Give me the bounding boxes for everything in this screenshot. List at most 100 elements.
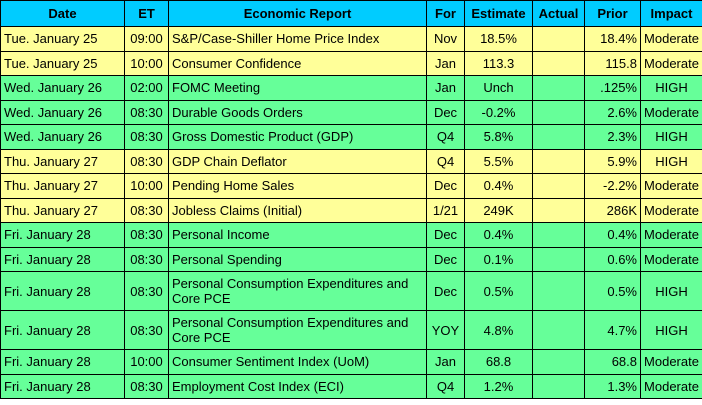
period-cell: Dec — [426, 222, 465, 248]
period-cell: Jan — [426, 50, 465, 76]
report-cell: Personal Consumption Expenditures and Co… — [168, 271, 427, 311]
header-estimate: Estimate — [464, 0, 533, 27]
estimate-cell: 0.4% — [464, 173, 533, 199]
estimate-cell: 0.4% — [464, 222, 533, 248]
actual-cell — [532, 349, 585, 375]
period-cell: Jan — [426, 349, 465, 375]
table-row: Wed. January 26 08:30 Durable Goods Orders… — [0, 99, 702, 125]
table-row: Thu. January 27 08:30 Jobless Claims (Init… — [0, 197, 702, 223]
prior-cell: 68.8 — [584, 349, 641, 375]
estimate-cell: 4.8% — [464, 310, 533, 350]
prior-cell: 286K — [584, 197, 641, 223]
actual-cell — [532, 124, 585, 150]
report-cell: Employment Cost Index (ECI) — [168, 373, 427, 399]
actual-cell — [532, 173, 585, 199]
impact-cell: Moderate — [640, 173, 702, 199]
estimate-cell: 18.5% — [464, 26, 533, 52]
report-cell: GDP Chain Deflator — [168, 148, 427, 174]
table-row: Wed. January 26 08:30 Gross Domestic Produ… — [0, 124, 702, 150]
prior-cell: .125% — [584, 75, 641, 101]
prior-cell: 5.9% — [584, 148, 641, 174]
report-cell: Gross Domestic Product (GDP) — [168, 124, 427, 150]
table-row: Fri. January 28 08:30 Personal Income Dec 0.… — [0, 222, 702, 248]
period-cell: Q4 — [426, 373, 465, 399]
time-cell: 08:30 — [124, 222, 169, 248]
date-cell: Thu. January 27 — [0, 148, 125, 174]
time-cell: 08:30 — [124, 124, 169, 150]
table-row: Fri. January 28 10:00 Consumer Sentiment I… — [0, 349, 702, 375]
header-impact: Impact — [640, 0, 702, 27]
header-date: Date — [0, 0, 125, 27]
table-row: Tue. January 25 09:00 S&P/Case-Shiller Hom… — [0, 26, 702, 52]
actual-cell — [532, 75, 585, 101]
date-cell: Tue. January 25 — [0, 26, 125, 52]
report-cell: Pending Home Sales — [168, 173, 427, 199]
report-cell: Jobless Claims (Initial) — [168, 197, 427, 223]
date-cell: Fri. January 28 — [0, 222, 125, 248]
time-cell: 10:00 — [124, 173, 169, 199]
impact-cell: HIGH — [640, 271, 702, 311]
date-cell: Thu. January 27 — [0, 197, 125, 223]
report-cell: Personal Income — [168, 222, 427, 248]
estimate-cell: 0.5% — [464, 271, 533, 311]
estimate-cell: 5.5% — [464, 148, 533, 174]
report-cell: FOMC Meeting — [168, 75, 427, 101]
report-cell: Consumer Confidence — [168, 50, 427, 76]
actual-cell — [532, 26, 585, 52]
report-cell: Consumer Sentiment Index (UoM) — [168, 349, 427, 375]
estimate-cell: 249K — [464, 197, 533, 223]
table-row: Thu. January 27 08:30 GDP Chain Deflator Q4… — [0, 148, 702, 174]
date-cell: Wed. January 26 — [0, 99, 125, 125]
impact-cell: Moderate — [640, 222, 702, 248]
time-cell: 10:00 — [124, 349, 169, 375]
impact-cell: HIGH — [640, 124, 702, 150]
time-cell: 08:30 — [124, 148, 169, 174]
time-cell: 02:00 — [124, 75, 169, 101]
estimate-cell: 5.8% — [464, 124, 533, 150]
actual-cell — [532, 148, 585, 174]
actual-cell — [532, 310, 585, 350]
prior-cell: 18.4% — [584, 26, 641, 52]
impact-cell: Moderate — [640, 373, 702, 399]
report-cell: Personal Spending — [168, 246, 427, 272]
period-cell: Dec — [426, 271, 465, 311]
header-et: ET — [124, 0, 169, 27]
impact-cell: Moderate — [640, 26, 702, 52]
date-cell: Fri. January 28 — [0, 373, 125, 399]
impact-cell: HIGH — [640, 75, 702, 101]
prior-cell: 1.3% — [584, 373, 641, 399]
impact-cell: Moderate — [640, 246, 702, 272]
date-cell: Fri. January 28 — [0, 246, 125, 272]
report-cell: Personal Consumption Expenditures and Co… — [168, 310, 427, 350]
estimate-cell: 113.3 — [464, 50, 533, 76]
period-cell: Jan — [426, 75, 465, 101]
impact-cell: HIGH — [640, 310, 702, 350]
table-row: Wed. January 26 02:00 FOMC Meeting Jan Unch.… — [0, 75, 702, 101]
header-for: For — [426, 0, 465, 27]
estimate-cell: 1.2% — [464, 373, 533, 399]
actual-cell — [532, 197, 585, 223]
period-cell: Q4 — [426, 148, 465, 174]
impact-cell: HIGH — [640, 148, 702, 174]
prior-cell: 4.7% — [584, 310, 641, 350]
actual-cell — [532, 246, 585, 272]
table-row: Tue. January 25 10:00 Consumer Confidence J… — [0, 50, 702, 76]
table-body: Tue. January 25 09:00 S&P/Case-Shiller Hom… — [0, 26, 702, 399]
actual-cell — [532, 373, 585, 399]
date-cell: Fri. January 28 — [0, 271, 125, 311]
estimate-cell: 68.8 — [464, 349, 533, 375]
estimate-cell: -0.2% — [464, 99, 533, 125]
table-row: Fri. January 28 08:30 Employment Cost Inde… — [0, 373, 702, 399]
time-cell: 08:30 — [124, 271, 169, 311]
impact-cell: Moderate — [640, 349, 702, 375]
period-cell: 1/21 — [426, 197, 465, 223]
actual-cell — [532, 50, 585, 76]
table-row: Fri. January 28 08:30 Personal Consumption… — [0, 271, 702, 311]
header-report: Economic Report — [168, 0, 427, 27]
prior-cell: 0.5% — [584, 271, 641, 311]
date-cell: Thu. January 27 — [0, 173, 125, 199]
actual-cell — [532, 99, 585, 125]
time-cell: 10:00 — [124, 50, 169, 76]
impact-cell: Moderate — [640, 99, 702, 125]
